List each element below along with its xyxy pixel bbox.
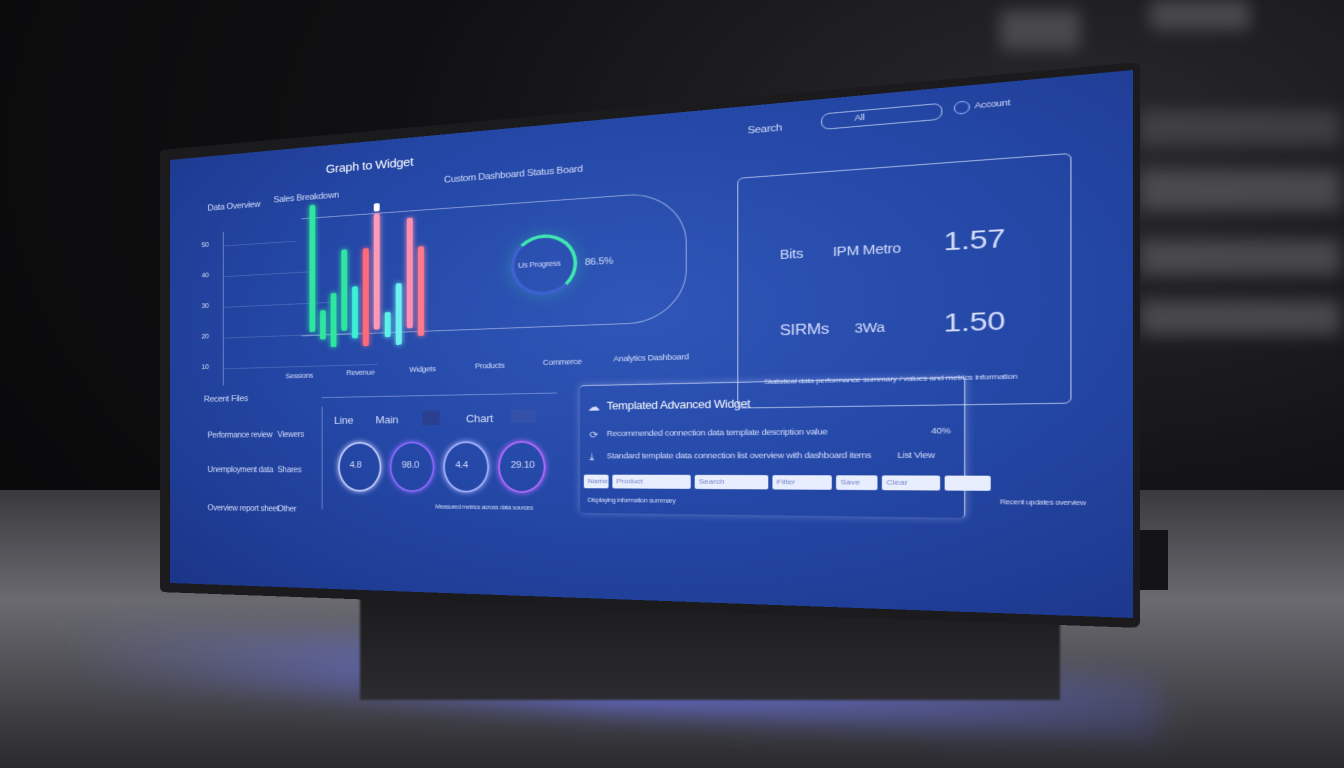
chart-bar (309, 204, 316, 333)
background-blur (1150, 0, 1250, 30)
metric-ring-value: 4.8 (349, 460, 362, 470)
widget-footer: Displaying information summary (587, 497, 676, 505)
background-blur (1140, 300, 1340, 335)
widget-row[interactable]: Recommended connection data template des… (606, 427, 828, 438)
monitor-screen: Graph to Widget Search All Account Data … (170, 69, 1133, 618)
x-tick-label: Commerce (542, 357, 582, 367)
stats-panel: Bits IPM Metro 1.57 SIRMs 3Wa 1.50 Stati… (737, 152, 1072, 409)
chart-label: Sales Breakdown (273, 190, 339, 205)
y-tick-label: 50 (201, 240, 209, 249)
filter-dropdown[interactable]: All (821, 102, 943, 130)
filter-value: All (854, 112, 865, 123)
grid-line (224, 332, 357, 339)
widget-field[interactable]: Product (612, 474, 691, 489)
stat-label: 3Wa (854, 319, 885, 336)
list-item-name: Performance review (207, 430, 273, 440)
tab-chart[interactable]: Chart (465, 412, 493, 425)
tab-indicator (422, 410, 440, 426)
metric-ring-value: 4.4 (455, 460, 469, 471)
search-label: Search (747, 122, 782, 137)
chart-bar (362, 247, 369, 346)
tab-main[interactable]: Main (375, 413, 399, 426)
widget-field[interactable]: Save (836, 475, 878, 491)
stat-label: Bits (779, 246, 804, 262)
list-item-value: Other (277, 504, 297, 514)
list-title: Recent Files (203, 394, 249, 405)
widget-row-value: List View (897, 450, 935, 460)
grid-line (224, 240, 296, 247)
list-item-value: Viewers (277, 430, 305, 440)
stat-label: IPM Metro (832, 240, 901, 259)
tab-line[interactable]: Line (333, 414, 354, 427)
widget-panel (580, 376, 966, 518)
y-tick-label: 10 (201, 362, 209, 371)
download-icon: ⤓ (589, 451, 594, 462)
widget-field[interactable]: Search (694, 474, 769, 490)
background-blur (1140, 110, 1340, 145)
list-item-value: Shares (277, 465, 302, 475)
page-title: Graph to Widget (325, 155, 414, 177)
chart-bar (373, 213, 380, 330)
widget-field[interactable]: Filter (772, 475, 832, 490)
y-tick-label: 20 (201, 332, 209, 341)
rings-footer: Measured metrics across data sources (435, 504, 534, 512)
widget-field[interactable] (944, 475, 991, 491)
y-axis (222, 231, 224, 386)
account-icon[interactable] (953, 100, 970, 115)
y-tick-label: 30 (201, 301, 209, 310)
metric-ring-value: 29.10 (510, 460, 535, 471)
chart-bar (384, 312, 391, 338)
donut-value: 86.5% (584, 255, 614, 268)
widget-field[interactable]: Name (583, 474, 609, 489)
x-tick-label: Products (474, 361, 505, 371)
chart-label: Custom Dashboard Status Board (443, 163, 583, 186)
chart-marker (373, 203, 380, 212)
chart-bar (320, 309, 326, 340)
list-item-name: Overview report sheet (207, 504, 279, 514)
widget-row-value: 40% (931, 425, 951, 436)
x-tick-label: Revenue (346, 368, 375, 377)
background-blur (1140, 170, 1340, 210)
chart-bar (417, 245, 425, 336)
widget-title: Templated Advanced Widget (606, 397, 751, 413)
list-item-name: Unemployment data (207, 465, 274, 475)
chart-bar (352, 286, 358, 339)
background-blur (1000, 10, 1080, 50)
side-note: Recent updates overview (1000, 499, 1086, 507)
chart-bar (341, 249, 348, 331)
stat-label: SIRMs (779, 321, 830, 339)
chart-bar (330, 292, 337, 348)
account-link[interactable]: Account (974, 97, 1010, 111)
x-tick-label: Sessions (285, 371, 313, 380)
divider (321, 392, 557, 398)
metric-ring-value: 98.0 (401, 460, 420, 471)
donut-panel (301, 190, 687, 337)
chart-bar (406, 217, 413, 329)
widget-field[interactable]: Clear (881, 475, 941, 491)
x-tick-label: Analytics Dashboard (613, 352, 689, 364)
stat-value: 1.50 (943, 305, 1006, 338)
chart-label: Data Overview (207, 199, 261, 214)
divider (321, 406, 323, 510)
stat-value: 1.57 (943, 223, 1006, 256)
mini-badge (510, 408, 537, 423)
background-blur (1140, 240, 1340, 275)
y-tick-label: 40 (201, 271, 209, 280)
x-tick-label: Widgets (409, 364, 436, 374)
chart-bar (395, 282, 402, 345)
cloud-icon: ☁ (587, 400, 600, 414)
widget-row[interactable]: Standard template data connection list o… (606, 450, 872, 461)
link-icon: ⟳ (589, 430, 598, 441)
